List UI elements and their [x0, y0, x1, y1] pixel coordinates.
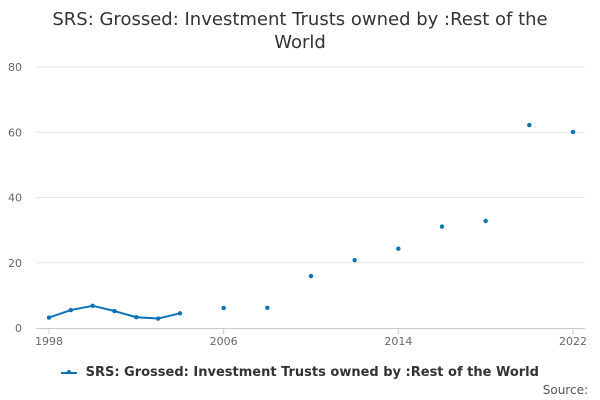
x-tick-label-2022: 2022: [559, 335, 587, 348]
series-0-point-2004: [177, 311, 183, 316]
series-0-segment-2000: [91, 304, 116, 313]
series-0-point-2016: [439, 224, 445, 229]
series-0-point-2010: [308, 273, 314, 279]
source-label: Source:: [542, 383, 588, 397]
series-0-point-2014: [396, 246, 401, 251]
series-0-segment-2002: [135, 316, 160, 320]
series-0-point-2003: [155, 316, 161, 321]
y-tick-label-80: 80: [8, 61, 22, 74]
series-0-segment-1999: [69, 304, 94, 312]
series-0-point-2006: [221, 305, 226, 311]
series-0-point-1999: [68, 307, 74, 313]
series-0-segment-2003: [157, 312, 181, 320]
chart-title: SRS: Grossed: Investment Trusts owned by…: [0, 8, 600, 54]
series-0-segment-2001: [113, 310, 138, 319]
series-0-segment-1998: [48, 309, 72, 319]
x-tick-label-2014: 2014: [384, 335, 412, 348]
series-0-point-2020: [527, 122, 532, 128]
series-0-point-2002: [134, 315, 139, 320]
y-tick-label-60: 60: [8, 126, 22, 139]
x-tick-label-1998: 1998: [35, 335, 63, 348]
series-0-point-2000: [90, 303, 95, 309]
series-0-point-2022: [570, 129, 576, 135]
chart-title-line-1: SRS: Grossed: Investment Trusts owned by…: [52, 9, 548, 30]
series-0-point-2018: [483, 218, 488, 224]
y-tick-label-0: 0: [15, 322, 22, 335]
series-0-point-2001: [112, 308, 117, 314]
legend-line-marker-icon: [61, 369, 78, 374]
y-tick-label-20: 20: [8, 257, 22, 270]
chart-legend[interactable]: SRS: Grossed: Investment Trusts owned by…: [0, 365, 600, 380]
series-0-point-2008: [265, 305, 270, 310]
legend-series-label: SRS: Grossed: Investment Trusts owned by…: [85, 365, 539, 380]
series-0-point-2012: [352, 257, 357, 263]
y-tick-label-40: 40: [8, 192, 22, 205]
x-tick-label-2006: 2006: [210, 335, 238, 348]
series-0-point-1998: [46, 315, 52, 320]
chart-title-line-2: World: [274, 32, 326, 53]
